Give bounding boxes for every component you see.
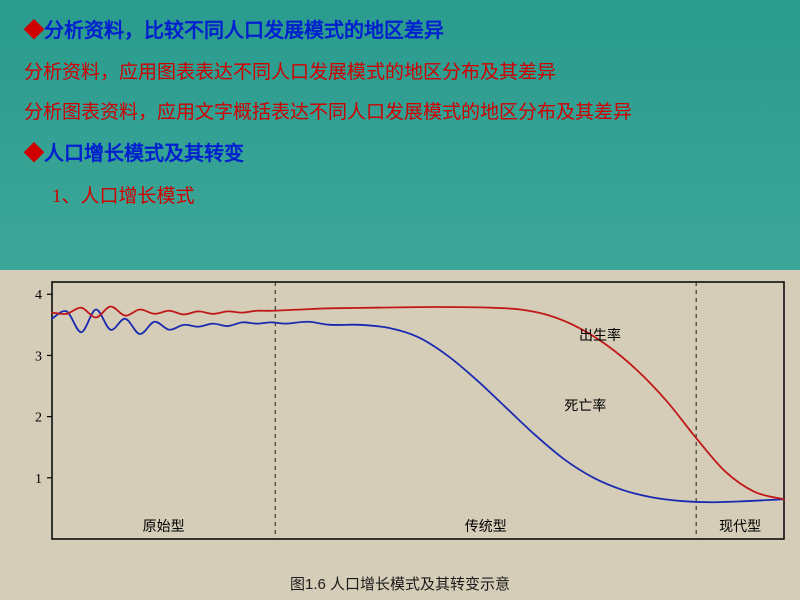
heading-1-text: 分析资料，比较不同人口发展模式的地区差异 (44, 20, 444, 42)
svg-text:原始型: 原始型 (143, 519, 185, 535)
svg-text:3: 3 (35, 349, 42, 364)
chart-caption: 图1.6 人口增长模式及其转变示意 (6, 573, 794, 594)
svg-text:死亡率: 死亡率 (564, 398, 606, 415)
heading-1: ◆分析资料，比较不同人口发展模式的地区差异 (24, 16, 776, 46)
diamond-icon: ◆ (24, 143, 44, 165)
svg-text:现代型: 现代型 (719, 519, 761, 535)
subheading-1: 1、人口增长模式 (52, 181, 776, 208)
subtext-1: 分析资料，应用图表表达不同人口发展模式的地区分布及其差异 (24, 58, 776, 88)
svg-text:4: 4 (35, 288, 42, 303)
svg-text:传统型: 传统型 (465, 519, 507, 535)
heading-2-text: 人口增长模式及其转变 (44, 143, 244, 165)
demographic-transition-chart: 1 2 3 4 原始型 传统型 现代型 出生率死亡率 (6, 274, 794, 569)
svg-text:出生率: 出生率 (579, 327, 621, 344)
heading-2: ◆人口增长模式及其转变 (24, 139, 776, 169)
svg-text:1: 1 (35, 472, 42, 487)
svg-text:2: 2 (35, 411, 42, 426)
chart-container: 1 2 3 4 原始型 传统型 现代型 出生率死亡率 图1.6 人口增长模式及其转变示意 (0, 270, 800, 600)
subtext-2: 分析图表资料，应用文字概括表达不同人口发展模式的地区分布及其差异 (24, 98, 776, 128)
diamond-icon: ◆ (24, 20, 44, 42)
